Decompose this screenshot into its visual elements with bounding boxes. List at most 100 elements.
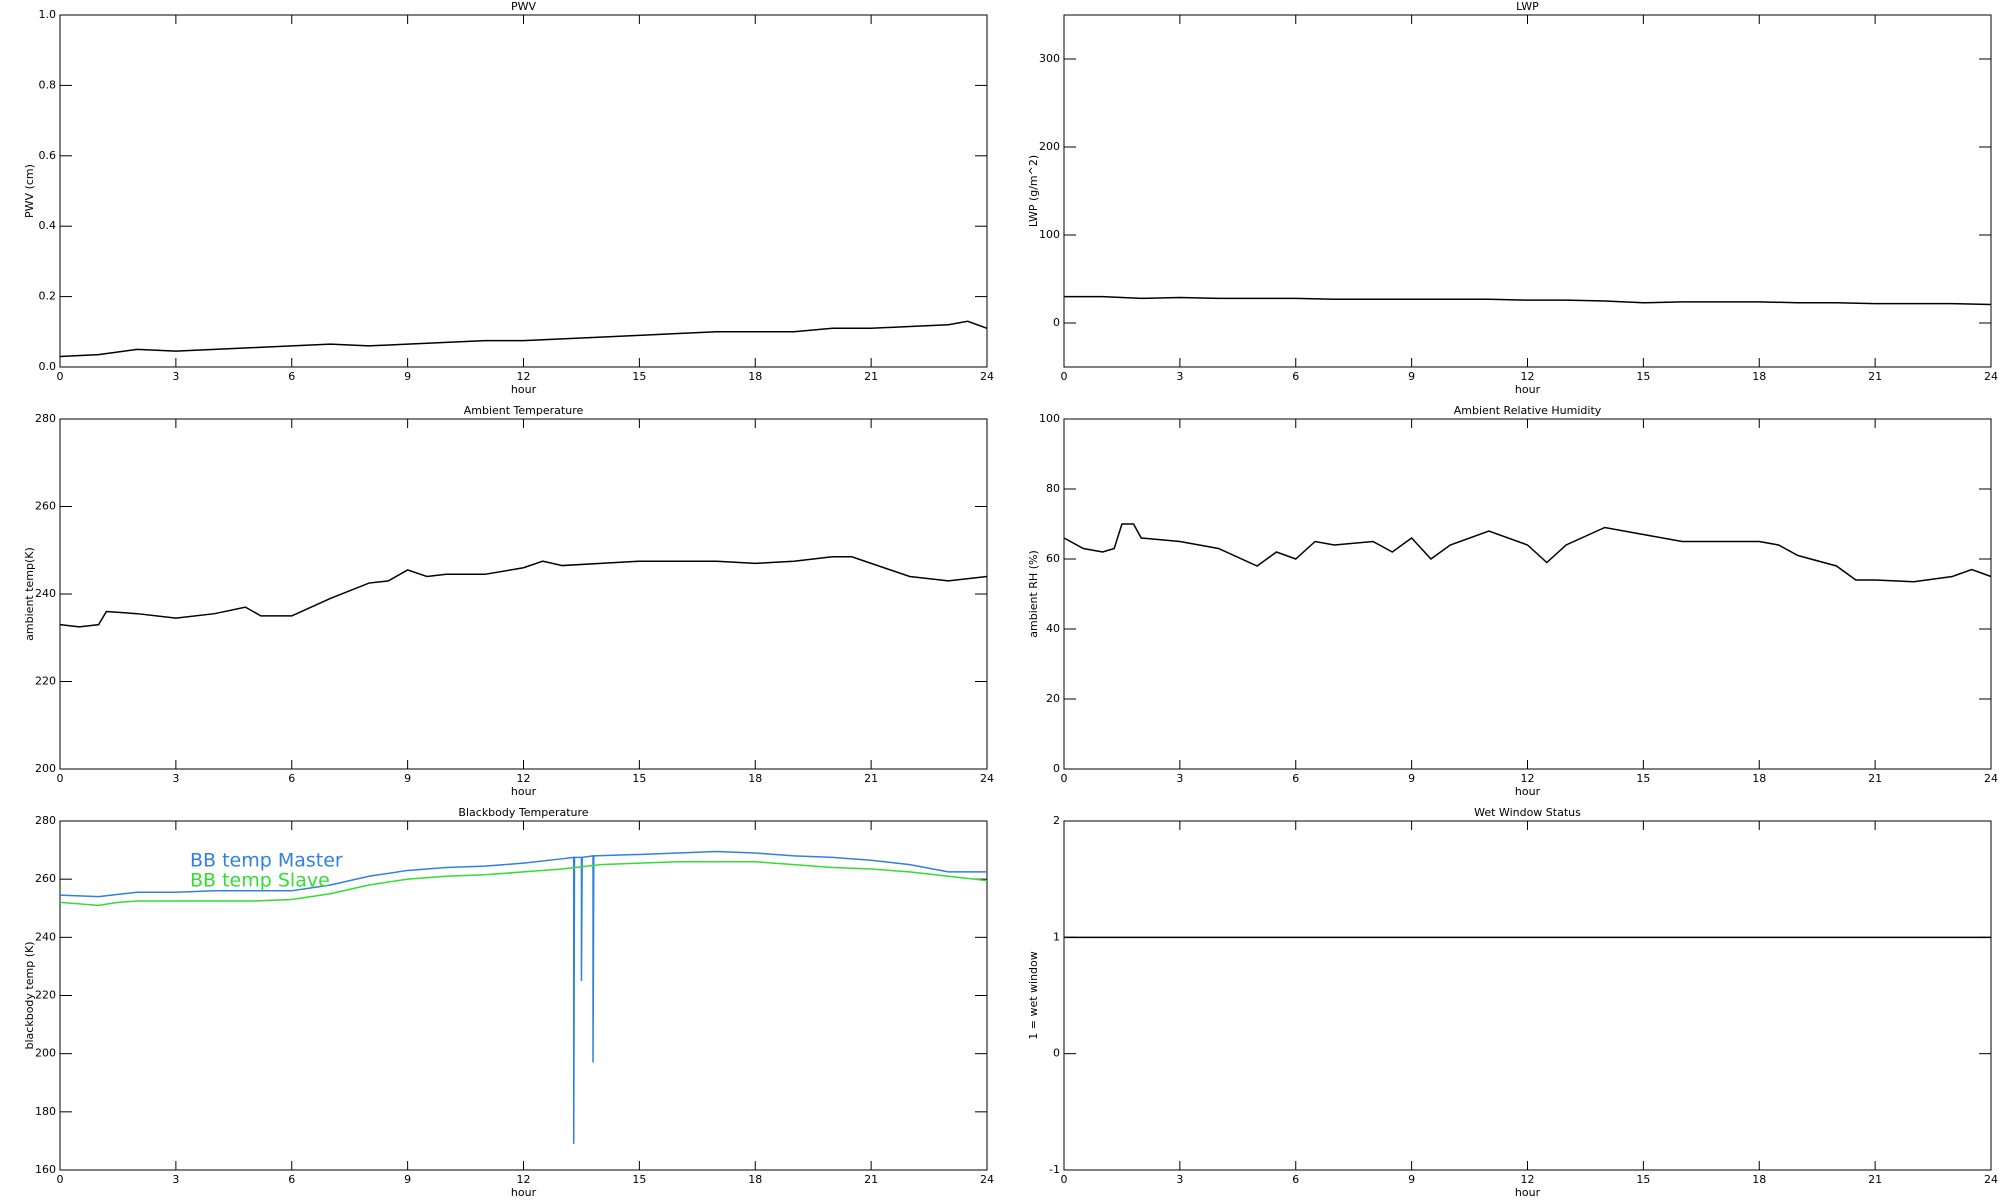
x-tick-label: 24	[1984, 772, 1998, 785]
y-tick-label: 260	[35, 500, 56, 513]
y-axis-label: LWP (g/m^2)	[1027, 155, 1040, 227]
x-tick-label: 6	[1292, 1173, 1299, 1186]
y-tick-label: 240	[35, 930, 56, 943]
y-tick-label: 280	[35, 412, 56, 425]
chart-title: PWV	[511, 0, 537, 13]
y-axis-label: 1 = wet window	[1027, 951, 1040, 1040]
x-tick-label: 21	[1868, 772, 1882, 785]
plot-frame	[59, 14, 988, 368]
x-tick-label: 3	[1176, 1173, 1183, 1186]
y-tick-label: 0.8	[39, 78, 57, 91]
y-axis-label: ambient RH (%)	[1027, 550, 1040, 638]
y-tick-label: 220	[35, 989, 56, 1002]
x-tick-label: 15	[1636, 1173, 1650, 1186]
chart-title: Blackbody Temperature	[458, 806, 588, 819]
x-tick-label: 3	[1176, 370, 1183, 383]
y-tick-label: 180	[35, 1105, 56, 1118]
x-tick-label: 6	[1292, 370, 1299, 383]
y-axis-label: blackbody temp (K)	[23, 942, 36, 1050]
y-tick-label: 0.2	[39, 290, 57, 303]
x-tick-label: 18	[748, 1173, 762, 1186]
x-axis-label: hour	[1515, 383, 1541, 396]
chart-title: Ambient Relative Humidity	[1454, 404, 1602, 417]
x-tick-label: 15	[632, 772, 646, 785]
x-tick-label: 12	[1521, 772, 1535, 785]
plot-frame	[1063, 820, 1992, 1171]
x-tick-label: 0	[1061, 772, 1068, 785]
x-axis-label: hour	[1515, 1186, 1541, 1199]
x-tick-label: 9	[1408, 1173, 1415, 1186]
x-tick-label: 9	[1408, 772, 1415, 785]
x-tick-label: 18	[1752, 1173, 1766, 1186]
x-tick-label: 18	[748, 772, 762, 785]
y-tick-label: 20	[1046, 692, 1060, 705]
x-tick-label: 12	[517, 772, 531, 785]
x-tick-label: 12	[1521, 1173, 1535, 1186]
x-tick-label: 0	[1061, 1173, 1068, 1186]
y-tick-label: 240	[35, 587, 56, 600]
data-line	[1063, 523, 1992, 583]
x-tick-label: 15	[1636, 772, 1650, 785]
x-tick-label: 21	[864, 370, 878, 383]
x-tick-label: 9	[404, 370, 411, 383]
x-axis-label: hour	[511, 383, 537, 396]
plot-frame	[1063, 418, 1992, 770]
x-tick-label: 12	[517, 1173, 531, 1186]
y-tick-label: 0	[1053, 316, 1060, 329]
chart-title: Ambient Temperature	[464, 404, 584, 417]
y-axis-label: ambient temp(K)	[23, 547, 36, 641]
y-tick-label: 2	[1053, 814, 1060, 827]
x-tick-label: 0	[57, 370, 64, 383]
x-tick-label: 9	[404, 1173, 411, 1186]
plot-frame	[1063, 14, 1992, 368]
x-tick-label: 24	[980, 370, 994, 383]
y-tick-label: 1.0	[39, 8, 57, 21]
x-tick-label: 21	[864, 772, 878, 785]
y-tick-label: 200	[35, 1047, 56, 1060]
x-axis-label: hour	[511, 785, 537, 798]
x-tick-label: 6	[288, 772, 295, 785]
x-tick-label: 0	[57, 772, 64, 785]
x-tick-label: 24	[1984, 1173, 1998, 1186]
y-tick-label: 80	[1046, 482, 1060, 495]
legend-label: BB temp Slave	[190, 870, 330, 892]
x-axis-label: hour	[1515, 785, 1541, 798]
x-tick-label: 3	[172, 370, 179, 383]
plot-frame	[59, 418, 988, 770]
y-tick-label: 100	[1039, 412, 1060, 425]
x-tick-label: 0	[1061, 370, 1068, 383]
x-tick-label: 3	[172, 772, 179, 785]
x-tick-label: 24	[980, 772, 994, 785]
x-tick-label: 21	[864, 1173, 878, 1186]
y-tick-label: 0	[1053, 1047, 1060, 1060]
x-tick-label: 24	[1984, 370, 1998, 383]
x-tick-label: 15	[1636, 370, 1650, 383]
chart-title: Wet Window Status	[1474, 806, 1581, 819]
x-axis-label: hour	[511, 1186, 537, 1199]
y-tick-label: 0.6	[39, 149, 57, 162]
y-tick-label: 280	[35, 814, 56, 827]
data-line	[59, 850, 987, 1144]
x-tick-label: 15	[632, 370, 646, 383]
x-tick-label: 12	[1521, 370, 1535, 383]
y-axis-label: PWV (cm)	[23, 164, 36, 218]
y-tick-label: 0	[1053, 762, 1060, 775]
y-tick-label: 0.0	[39, 360, 57, 373]
y-tick-label: 40	[1046, 622, 1060, 635]
x-tick-label: 3	[1176, 772, 1183, 785]
x-tick-label: 9	[404, 772, 411, 785]
y-tick-label: 160	[35, 1163, 56, 1176]
y-tick-label: 1	[1053, 930, 1060, 943]
x-tick-label: 6	[1292, 772, 1299, 785]
y-tick-label: 220	[35, 675, 56, 688]
y-tick-label: 0.4	[39, 219, 57, 232]
x-tick-label: 18	[1752, 772, 1766, 785]
data-line	[59, 320, 988, 358]
x-tick-label: 21	[1868, 1173, 1882, 1186]
data-line	[59, 556, 988, 628]
x-tick-label: 6	[288, 370, 295, 383]
y-tick-label: -1	[1049, 1163, 1060, 1176]
x-tick-label: 3	[172, 1173, 179, 1186]
y-tick-label: 300	[1039, 52, 1060, 65]
